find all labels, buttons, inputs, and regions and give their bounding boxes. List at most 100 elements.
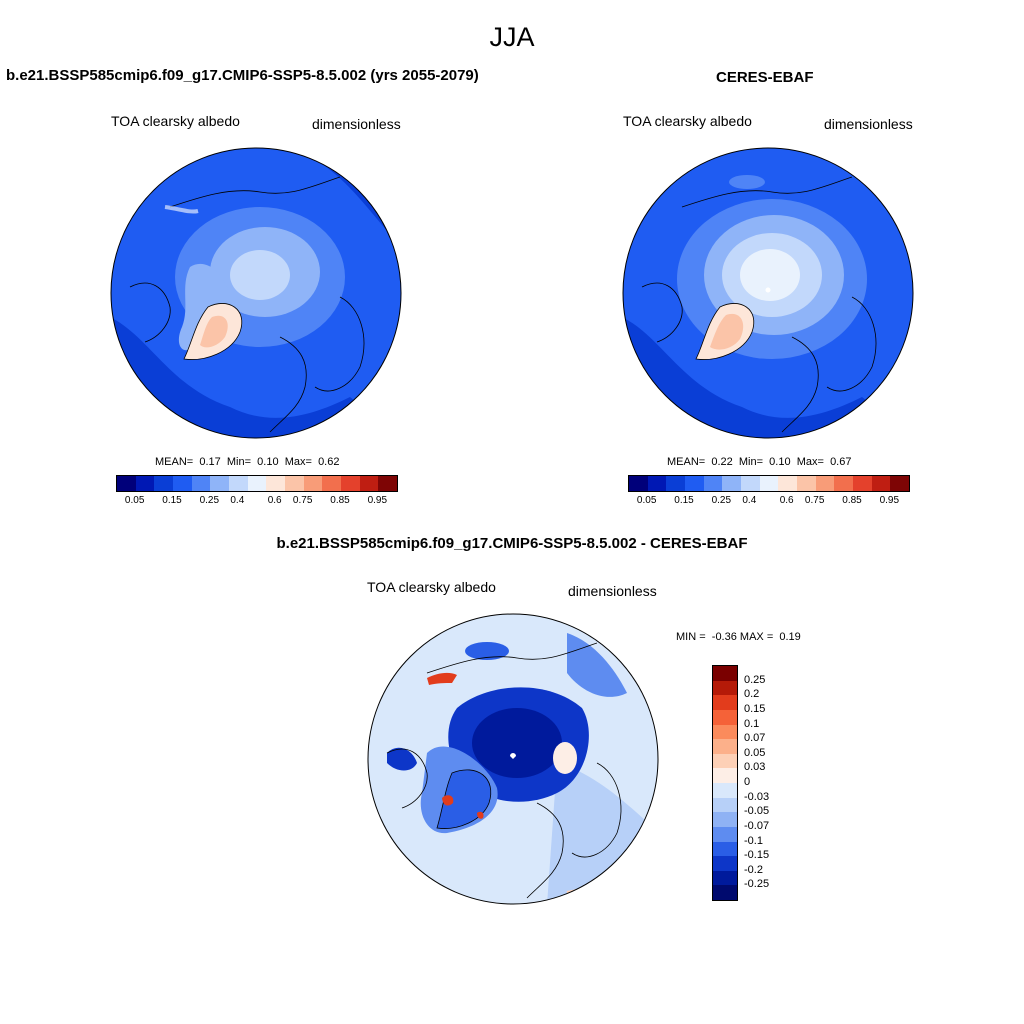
model-mean-value: 0.17 [199, 456, 221, 468]
obs-mean-label: MEAN= [667, 456, 706, 468]
model-colorbar-cell [378, 476, 398, 491]
obs-colorbar-tick-label: 0.25 [711, 495, 732, 506]
model-colorbar-tick-label: 0.85 [330, 495, 350, 506]
model-colorbar-cell [341, 476, 360, 491]
diff-colorbar-tick-label: 0.25 [744, 673, 766, 686]
diff-max-label: MAX = [739, 631, 774, 643]
obs-colorbar-cell [778, 476, 798, 491]
diff-colorbar-cell [713, 797, 737, 813]
diff-colorbar-tick-label: 0 [744, 776, 751, 788]
model-colorbar-tick-label: 0.15 [162, 495, 182, 506]
diff-colorbar-tick-label: 0.2 [744, 688, 760, 701]
obs-max-value: 0.67 [830, 456, 852, 468]
diff-colorbar-tick-label: -0.07 [744, 819, 770, 832]
diff-colorbar-tick-label: 0.15 [744, 702, 766, 715]
model-variable-label: TOA clearsky albedo [111, 113, 240, 129]
obs-colorbar-cell [759, 476, 779, 491]
diff-panel-title: b.e21.BSSP585cmip6.f09_g17.CMIP6-SSP5-8.… [276, 535, 748, 552]
obs-units-label: dimensionless [824, 116, 913, 132]
obs-polar-map [622, 147, 914, 439]
model-units-label: dimensionless [312, 116, 401, 132]
obs-colorbar-cell [647, 476, 667, 491]
diff-colorbar-cell [713, 812, 737, 827]
model-colorbar-tick-label: 0.25 [199, 495, 220, 506]
diff-colorbar-cell [713, 680, 737, 696]
obs-colorbar-cell [666, 476, 686, 491]
obs-colorbar-tick-label: 0.15 [674, 495, 694, 506]
diff-colorbar-tick-label: -0.15 [744, 849, 770, 862]
model-colorbar-cell [135, 476, 155, 491]
diff-stats: MIN = -0.36 MAX = 0.19 [676, 631, 801, 643]
obs-colorbar-tick-label: 0.85 [842, 495, 862, 506]
obs-colorbar-cell [722, 476, 742, 491]
model-colorbar-cell [303, 476, 323, 491]
model-colorbar-tick-label: 0.6 [267, 495, 282, 506]
diff-colorbar-cell [713, 826, 737, 842]
diff-colorbar-cell [713, 885, 737, 900]
model-colorbar-tick-label: 0.75 [292, 495, 313, 506]
obs-colorbar-cell [629, 476, 648, 491]
season-title: JJA [489, 22, 535, 52]
obs-min-value: 0.10 [769, 456, 791, 468]
model-mean-label: MEAN= [155, 456, 194, 468]
diff-colorbar-cell [713, 709, 737, 725]
diff-colorbar-tick-label: -0.1 [744, 834, 763, 847]
model-colorbar-labels: 0.05 0.15 0.25 0.4 0.6 0.75 0.85 0.95 [116, 495, 396, 509]
obs-colorbar-cell [685, 476, 704, 491]
obs-colorbar-cell [871, 476, 891, 491]
model-panel-title: b.e21.BSSP585cmip6.f09_g17.CMIP6-SSP5-8.… [6, 67, 479, 84]
obs-max-label: Max= [796, 456, 824, 468]
model-colorbar-cell [285, 476, 304, 491]
model-max-value: 0.62 [318, 456, 340, 468]
model-colorbar-cell [210, 476, 230, 491]
model-colorbar-tick-label: 0.95 [367, 495, 388, 506]
obs-colorbar-cell [797, 476, 816, 491]
model-colorbar-cell [173, 476, 192, 491]
obs-colorbar-cell [890, 476, 910, 491]
diff-colorbar-tick-label: 0.07 [744, 732, 766, 745]
obs-variable-label: TOA clearsky albedo [623, 113, 752, 129]
diff-min-value: -0.36 [711, 631, 737, 643]
model-colorbar-cell [229, 476, 248, 491]
model-colorbar-cell [247, 476, 267, 491]
model-colorbar-tick-label: 0.05 [124, 495, 145, 506]
diff-colorbar-cell [713, 724, 737, 740]
obs-colorbar-cell [815, 476, 835, 491]
obs-colorbar-tick-label: 0.6 [779, 495, 794, 506]
diff-colorbar-cell [713, 870, 737, 886]
model-max-label: Max= [284, 456, 312, 468]
model-colorbar [116, 475, 398, 492]
diff-colorbar-cell [713, 783, 737, 798]
diff-variable-label: TOA clearsky albedo [367, 579, 496, 595]
diff-colorbar-cell [713, 768, 737, 783]
obs-stats: MEAN= 0.22 Min= 0.10 Max= 0.67 [667, 456, 851, 468]
diff-colorbar-tick-label: -0.2 [744, 863, 763, 876]
diff-colorbar-tick-label: 0.05 [744, 746, 766, 759]
diff-colorbar-cell [713, 695, 737, 710]
diff-colorbar-tick-label: -0.25 [744, 878, 770, 891]
diff-colorbar-cell [713, 739, 737, 754]
model-colorbar-cell [117, 476, 136, 491]
obs-colorbar-cell [834, 476, 854, 491]
obs-colorbar-tick-label: 0.4 [742, 495, 757, 506]
model-stats: MEAN= 0.17 Min= 0.10 Max= 0.62 [155, 456, 339, 468]
diff-colorbar-cell [713, 856, 737, 871]
obs-colorbar-tick-label: 0.05 [636, 495, 657, 506]
model-colorbar-tick-label: 0.4 [230, 495, 245, 506]
model-min-label: Min= [226, 456, 252, 468]
diff-colorbar-cell [713, 841, 737, 857]
obs-panel-title: CERES-EBAF [716, 69, 814, 86]
diff-colorbar-cell [713, 753, 737, 769]
diff-colorbar-cell [713, 666, 737, 681]
diff-units-label: dimensionless [568, 583, 657, 599]
obs-colorbar-cell [741, 476, 760, 491]
model-colorbar-cell [191, 476, 211, 491]
diff-colorbar-tick-label: -0.05 [744, 805, 770, 818]
model-colorbar-cell [154, 476, 174, 491]
diff-colorbar-tick-label: -0.03 [744, 790, 770, 803]
obs-mean-value: 0.22 [711, 456, 733, 468]
obs-colorbar-cell [853, 476, 872, 491]
model-colorbar-cell [322, 476, 342, 491]
obs-colorbar [628, 475, 910, 492]
diff-polar-map [367, 613, 659, 905]
